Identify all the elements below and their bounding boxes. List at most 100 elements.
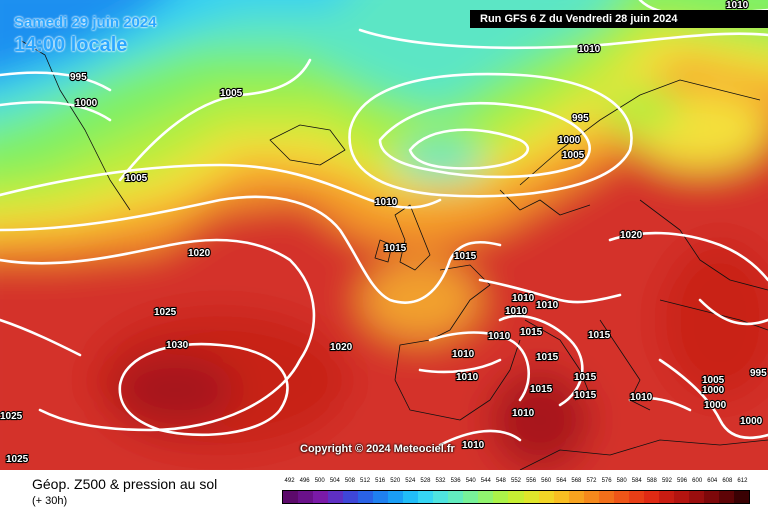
legend-label: 600: [692, 478, 703, 484]
legend-swatch: [568, 491, 584, 503]
legend-label: 568: [571, 478, 582, 484]
isobars: [0, 0, 768, 445]
isobar-label: 1025: [6, 454, 29, 465]
legend-swatch: [523, 491, 539, 503]
legend-swatch: [313, 491, 329, 503]
isobar-label: 995: [70, 72, 87, 83]
isobar-label: 1010: [578, 44, 601, 55]
isobar-label: 1010: [630, 392, 653, 403]
legend-label: 548: [495, 478, 506, 484]
legend-label: 556: [526, 478, 537, 484]
isobar-label: 1010: [512, 293, 535, 304]
isobar-label: 1005: [220, 88, 243, 99]
legend-swatch: [673, 491, 689, 503]
legend-label: 608: [722, 478, 733, 484]
legend-swatch: [538, 491, 554, 503]
legend-label: 536: [450, 478, 461, 484]
weather-map: 1010 1010 995 1000 1005 1005 995 1000 10…: [0, 0, 768, 470]
legend-swatch: [628, 491, 644, 503]
isobar-label: 1010: [462, 440, 485, 451]
legend-swatch: [493, 491, 509, 503]
isobar-label: 1015: [384, 243, 407, 254]
footer-title: Géop. Z500 & pression au sol: [32, 476, 218, 492]
legend-swatch: [343, 491, 359, 503]
forecast-time: 14:00 locale: [14, 34, 128, 56]
isobar-label: 1010: [726, 0, 749, 11]
legend-label: 576: [601, 478, 612, 484]
isobar-label: 1025: [154, 307, 177, 318]
color-legend-bar: [282, 490, 750, 504]
legend-label: 580: [616, 478, 627, 484]
isobar-label: 995: [750, 368, 767, 379]
legend-swatch: [418, 491, 434, 503]
legend-label: 544: [480, 478, 491, 484]
legend-label: 588: [646, 478, 657, 484]
isobar-label: 1025: [0, 411, 23, 422]
legend-swatch: [598, 491, 614, 503]
legend-label: 496: [299, 478, 310, 484]
footer-subtitle: (+ 30h): [32, 495, 68, 507]
legend-label: 592: [661, 478, 672, 484]
isobar-label: 1015: [454, 251, 477, 262]
isobar-label: 1010: [456, 372, 479, 383]
legend-swatch: [658, 491, 674, 503]
legend-swatch: [553, 491, 569, 503]
legend-label: 528: [420, 478, 431, 484]
legend-label: 512: [360, 478, 371, 484]
legend-label: 500: [314, 478, 325, 484]
isobar-label: 1005: [562, 150, 585, 161]
isobar-label: 1005: [125, 173, 148, 184]
legend-swatch: [373, 491, 389, 503]
isobar-label: 1020: [620, 230, 643, 241]
legend-label: 572: [586, 478, 597, 484]
isobar-label: 1015: [536, 352, 559, 363]
legend-label: 564: [556, 478, 567, 484]
legend-swatch: [328, 491, 344, 503]
legend-label: 492: [284, 478, 295, 484]
isobar-label: 1010: [488, 331, 511, 342]
legend-label: 532: [435, 478, 446, 484]
isobar-label: 1010: [375, 197, 398, 208]
run-banner: Run GFS 6 Z du Vendredi 28 juin 2024: [470, 10, 768, 28]
isobar-label: 995: [572, 113, 589, 124]
isobar-label: 1015: [574, 372, 597, 383]
legend-swatch: [403, 491, 419, 503]
isobar-label: 1000: [702, 385, 725, 396]
legend-label: 504: [329, 478, 340, 484]
legend-label: 612: [737, 478, 748, 484]
legend-label: 516: [375, 478, 386, 484]
isobar-label: 1015: [520, 327, 543, 338]
legend-label: 596: [677, 478, 688, 484]
forecast-date: Samedi 29 juin 2024: [14, 14, 157, 31]
isobar-label: 1020: [330, 342, 353, 353]
legend-labels: 492 496 500 504 508 512 516 520 524 528 532 536 540 5…: [282, 478, 750, 488]
legend-label: 560: [541, 478, 552, 484]
legend-swatch: [718, 491, 734, 503]
isobar-label: 1030: [166, 340, 189, 351]
isobar-labels: 1010 1010 995 1000 1005 1005 995 1000 10…: [0, 0, 768, 466]
legend-swatch: [688, 491, 704, 503]
copyright-text: Copyright © 2024 Meteociel.fr: [300, 443, 455, 455]
isobar-label: 1010: [452, 349, 475, 360]
isobar-label: 1015: [588, 330, 611, 341]
isobar-label: 1000: [704, 400, 727, 411]
legend-swatch: [733, 491, 749, 503]
legend-label: 604: [707, 478, 718, 484]
isobar-label: 1020: [188, 248, 211, 259]
isobar-label: 1000: [75, 98, 98, 109]
legend-swatch: [283, 491, 299, 503]
legend-swatch: [298, 491, 314, 503]
legend-swatch: [358, 491, 374, 503]
isobar-label: 1005: [702, 375, 725, 386]
isobar-label: 1000: [740, 416, 763, 427]
legend-label: 508: [344, 478, 355, 484]
isobar-label: 1015: [530, 384, 553, 395]
geopotential-field: [0, 0, 768, 470]
legend-label: 584: [631, 478, 642, 484]
legend-swatch: [463, 491, 479, 503]
legend-label: 520: [390, 478, 401, 484]
legend-swatch: [508, 491, 524, 503]
coastlines: [19, 39, 768, 470]
isobar-label: 1010: [512, 408, 535, 419]
legend-label: 552: [510, 478, 521, 484]
